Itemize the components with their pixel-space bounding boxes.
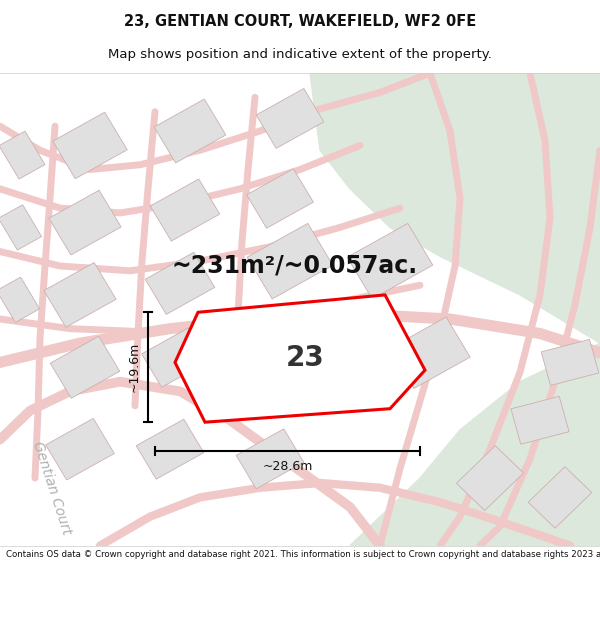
Polygon shape: [528, 467, 592, 528]
Polygon shape: [53, 112, 127, 179]
Polygon shape: [247, 223, 333, 299]
Polygon shape: [145, 253, 215, 314]
Text: Map shows position and indicative extent of the property.: Map shows position and indicative extent…: [108, 48, 492, 61]
Polygon shape: [236, 429, 304, 489]
Polygon shape: [150, 179, 220, 241]
Polygon shape: [390, 317, 470, 389]
Polygon shape: [511, 396, 569, 444]
Polygon shape: [49, 190, 121, 255]
Polygon shape: [154, 99, 226, 163]
Polygon shape: [0, 131, 45, 179]
Polygon shape: [350, 343, 600, 546]
Polygon shape: [256, 89, 324, 148]
Polygon shape: [310, 73, 600, 343]
Polygon shape: [142, 328, 208, 388]
Polygon shape: [50, 336, 120, 398]
Polygon shape: [136, 419, 204, 479]
Text: 23: 23: [286, 344, 325, 372]
Text: 23, GENTIAN COURT, WAKEFIELD, WF2 0FE: 23, GENTIAN COURT, WAKEFIELD, WF2 0FE: [124, 14, 476, 29]
Polygon shape: [0, 205, 41, 250]
Text: Contains OS data © Crown copyright and database right 2021. This information is : Contains OS data © Crown copyright and d…: [6, 549, 600, 559]
Text: ~19.6m: ~19.6m: [128, 342, 140, 392]
Polygon shape: [541, 339, 599, 386]
Text: ~28.6m: ~28.6m: [262, 460, 313, 473]
Polygon shape: [347, 223, 433, 299]
Text: Gentian Court: Gentian Court: [31, 439, 74, 536]
Polygon shape: [46, 418, 115, 480]
Polygon shape: [0, 277, 40, 322]
Polygon shape: [44, 262, 116, 328]
Polygon shape: [247, 169, 313, 228]
Polygon shape: [175, 295, 425, 423]
Polygon shape: [457, 446, 524, 511]
Text: ~231m²/~0.057ac.: ~231m²/~0.057ac.: [172, 254, 418, 278]
